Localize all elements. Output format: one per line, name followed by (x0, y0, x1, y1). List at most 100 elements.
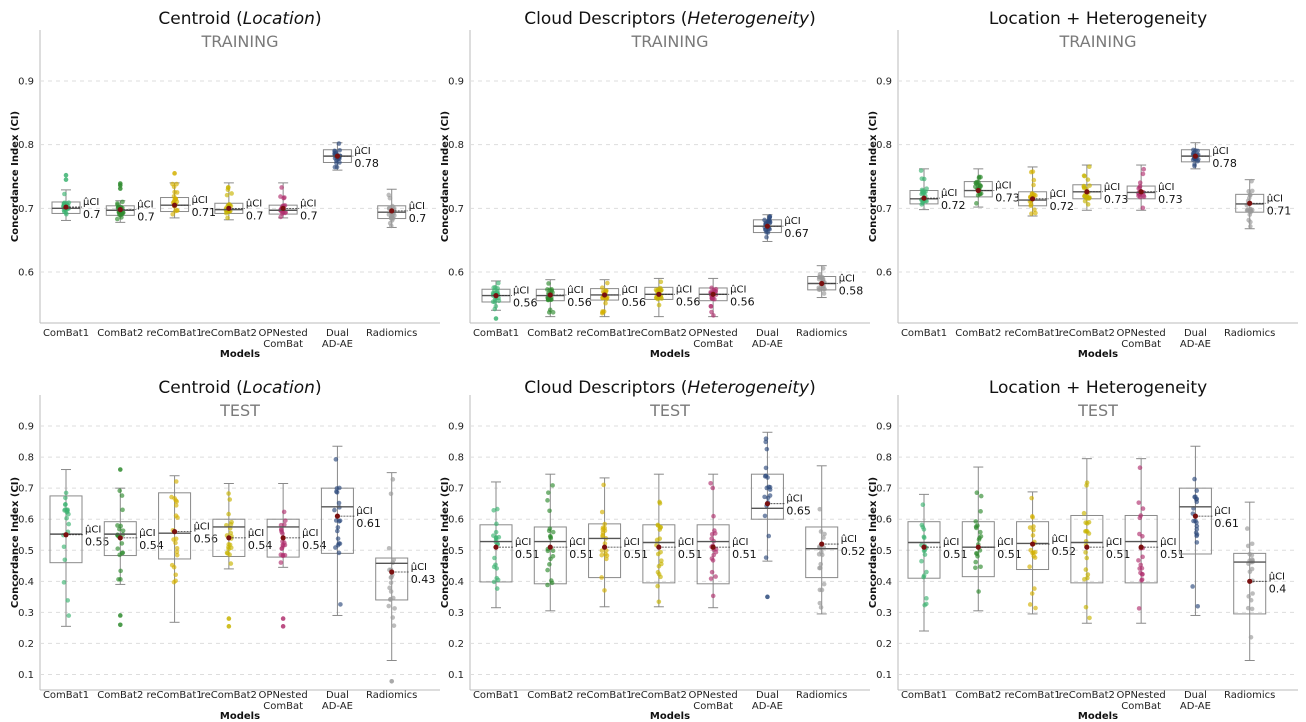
y-tick-label: 0.7 (876, 204, 892, 215)
y-axis-label: Concordance Index (CI) (440, 477, 451, 608)
outlier-point (63, 177, 69, 182)
mean-symbol-label: μ̂CI (411, 561, 427, 573)
data-point (491, 579, 497, 585)
data-point (545, 582, 550, 588)
box-combat1: μ̂CI0.7 ComBat1 (43, 172, 101, 339)
mean-symbol-label: μ̂CI (83, 196, 99, 208)
box-combat1: μ̂CI0.51 ComBat1 (473, 481, 540, 701)
data-point (1191, 147, 1196, 153)
data-point (119, 541, 125, 546)
data-point (493, 562, 498, 568)
data-point (602, 521, 608, 527)
x-tick-label: Radiomics (1224, 690, 1275, 701)
mean-symbol-label: μ̂CI (409, 200, 425, 212)
x-axis-label: Models (220, 711, 260, 722)
data-point (545, 548, 551, 554)
mean-symbol-label: μ̂CI (1050, 188, 1066, 200)
data-point (656, 302, 662, 308)
data-point (547, 508, 552, 514)
box-recombat2: μ̂CI0.51 reComBat2 (631, 473, 702, 701)
data-point (388, 491, 394, 497)
data-point (173, 196, 179, 202)
data-point (278, 522, 284, 528)
data-point (973, 180, 979, 186)
mean-value-label: 0.61 (356, 517, 381, 530)
iqr-box (696, 524, 730, 585)
data-point (1247, 551, 1253, 557)
data-point (603, 300, 608, 306)
x-tick-label: reComBat2 (1059, 690, 1115, 701)
data-point (767, 215, 772, 221)
data-point (335, 525, 341, 530)
data-point (1139, 565, 1145, 571)
data-point (762, 494, 767, 500)
x-tick-label: ComBat2 (527, 328, 573, 339)
box-combat2: μ̂CI0.51 ComBat2 (527, 473, 594, 701)
mean-marker (819, 541, 825, 547)
data-point (1084, 480, 1090, 485)
y-tick-label: 0.6 (18, 515, 34, 526)
data-point (338, 602, 343, 607)
mean-symbol-label: μ̂CI (569, 536, 585, 548)
data-point (1087, 183, 1092, 188)
data-point (279, 185, 284, 190)
chart-panel-5: 0.1 0.2 0.3 0.4 0.5 0.6 0.7 0.8 0.9 Cloud Descrip… (440, 378, 870, 722)
box-dual-ad-ae: μ̂CI0.61 Dual AD-AE (320, 445, 381, 712)
box-recombat2: μ̂CI0.54 reComBat2 (201, 483, 272, 701)
data-point (1248, 597, 1254, 603)
data-point (173, 572, 179, 578)
outlier-point (117, 622, 123, 628)
data-point (120, 199, 125, 205)
mean-symbol-label: μ̂CI (139, 527, 155, 539)
mean-value-label: 0.73 (995, 192, 1020, 205)
data-point (1137, 465, 1143, 471)
x-tick-label: ComBat2 (955, 328, 1001, 339)
x-tick-label: Radiomics (366, 328, 417, 339)
data-point (118, 568, 123, 574)
box-recombat1: μ̂CI0.71 reComBat1 (146, 171, 216, 339)
x-tick-label: reComBat2 (201, 328, 257, 339)
data-point (713, 574, 718, 579)
data-point (1249, 188, 1255, 194)
y-axis-label: Concordance Index (CI) (440, 111, 451, 242)
y-tick-label: 0.1 (18, 670, 34, 681)
data-point (494, 586, 500, 591)
data-point (1027, 564, 1032, 570)
data-point (388, 589, 394, 594)
data-point (64, 515, 69, 521)
data-point (281, 509, 287, 515)
y-tick-label: 0.7 (18, 484, 34, 495)
data-point (821, 291, 827, 296)
data-point (170, 211, 175, 217)
data-point (227, 552, 232, 557)
data-point (1027, 602, 1033, 607)
data-point (61, 580, 67, 585)
data-point (495, 577, 501, 583)
data-point (820, 266, 826, 271)
outlier-point (172, 171, 177, 176)
data-point (1140, 205, 1146, 211)
outlier-point (765, 594, 770, 600)
box-radiomics: μ̂CI0.52 Radiomics (796, 465, 865, 701)
data-point (494, 521, 499, 527)
data-point (712, 531, 718, 536)
box-opnested-combat: μ̂CI0.54 OPNested ComBat (259, 483, 327, 712)
data-point (1194, 488, 1200, 493)
panel-subtitle: TRAINING (201, 32, 279, 51)
y-tick-label: 0.7 (876, 484, 892, 495)
mean-symbol-label: μ̂CI (1052, 533, 1068, 545)
data-point (974, 490, 980, 496)
mean-value-label: 0.51 (943, 548, 968, 561)
data-point (1195, 603, 1201, 609)
mean-value-label: 0.78 (1212, 157, 1237, 170)
y-tick-label: 0.2 (18, 639, 34, 650)
mean-marker (710, 291, 716, 297)
mean-value-label: 0.7 (137, 211, 155, 224)
mean-marker (1138, 544, 1144, 550)
mean-marker (1192, 153, 1199, 159)
y-tick-label: 0.1 (876, 670, 892, 681)
data-point (1248, 635, 1254, 640)
mean-marker (493, 544, 499, 550)
y-tick-label: 0.8 (18, 140, 34, 151)
data-point (1194, 523, 1200, 529)
